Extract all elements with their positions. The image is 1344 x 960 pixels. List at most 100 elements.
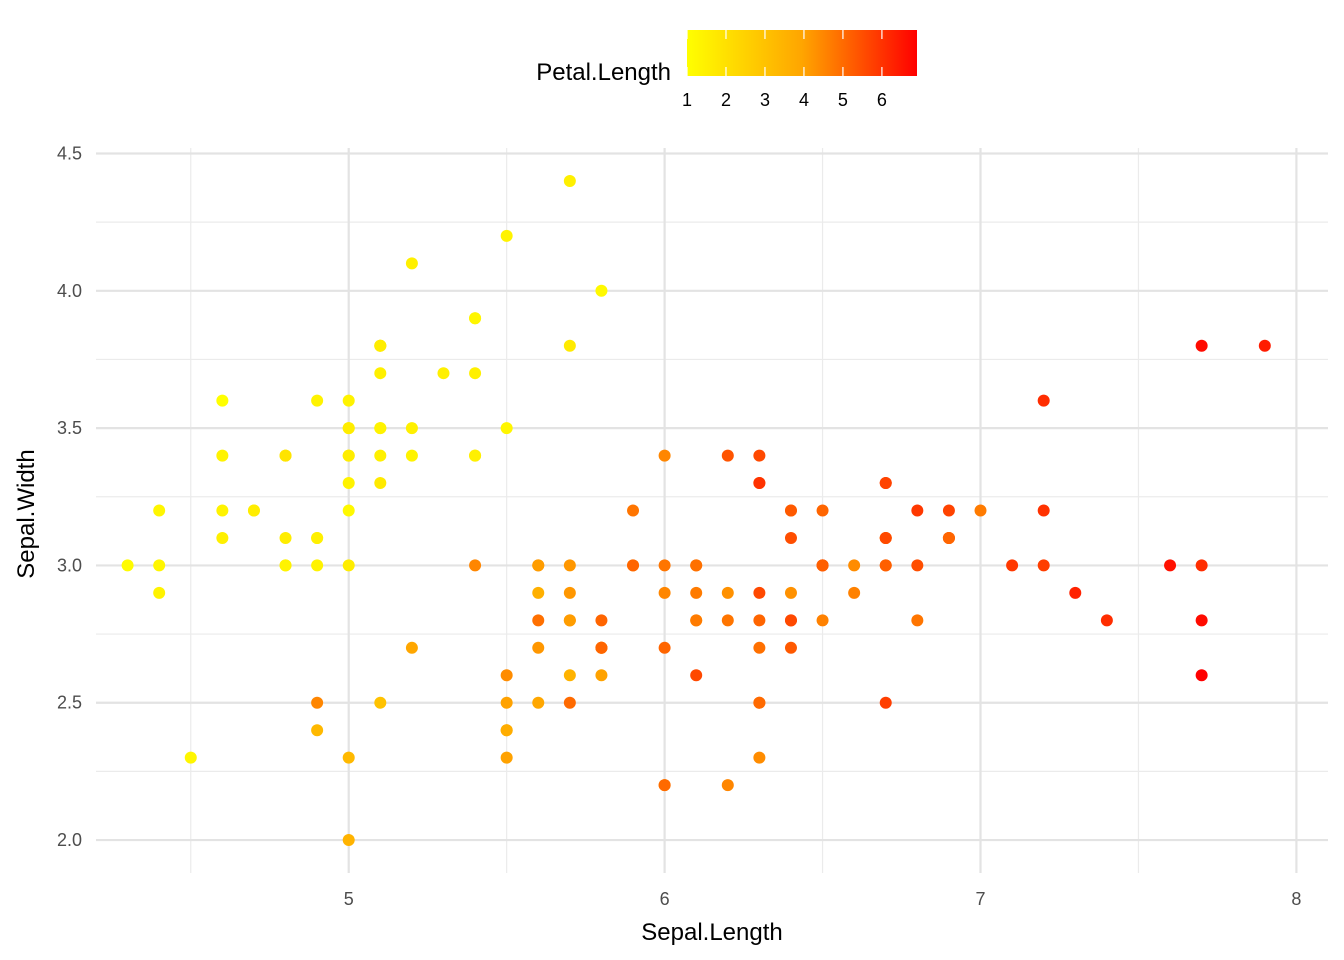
data-point <box>753 751 766 764</box>
y-tick-label: 2.5 <box>57 693 82 713</box>
data-point <box>1006 559 1019 572</box>
color-legend: Petal.Length 1 2 3 4 5 6 <box>536 30 917 110</box>
data-point <box>184 751 197 764</box>
data-point <box>721 449 734 462</box>
data-point <box>784 531 797 544</box>
legend-colorbar <box>687 30 917 76</box>
data-point <box>911 614 924 627</box>
y-tick-label: 4.0 <box>57 281 82 301</box>
data-point <box>342 504 355 517</box>
data-point <box>1164 559 1177 572</box>
data-point <box>153 559 166 572</box>
x-tick-label: 6 <box>660 889 670 909</box>
data-point <box>627 504 640 517</box>
data-point <box>469 312 482 325</box>
data-point <box>247 504 260 517</box>
legend-title: Petal.Length <box>536 59 671 86</box>
data-point <box>374 422 387 435</box>
data-point <box>374 449 387 462</box>
data-point <box>121 559 134 572</box>
data-point <box>563 559 576 572</box>
data-point <box>753 614 766 627</box>
data-point <box>500 669 513 682</box>
data-point <box>216 449 229 462</box>
y-tick-label: 4.5 <box>57 143 82 163</box>
data-point <box>405 449 418 462</box>
data-point <box>1037 504 1050 517</box>
data-point <box>216 504 229 517</box>
data-point <box>1195 669 1208 682</box>
y-tick-label: 3.5 <box>57 418 82 438</box>
data-point <box>1195 559 1208 572</box>
data-point <box>1037 559 1050 572</box>
data-point <box>311 724 324 737</box>
data-point <box>532 559 545 572</box>
data-point <box>469 367 482 380</box>
data-point <box>690 559 703 572</box>
data-point <box>532 641 545 654</box>
data-point <box>153 504 166 517</box>
data-point <box>500 229 513 242</box>
data-point <box>658 586 671 599</box>
data-point <box>342 834 355 847</box>
data-point <box>721 586 734 599</box>
data-point <box>405 641 418 654</box>
data-point <box>879 696 892 709</box>
data-point <box>216 394 229 407</box>
data-point <box>848 559 861 572</box>
data-point <box>658 779 671 792</box>
data-point <box>500 751 513 764</box>
data-point <box>342 751 355 764</box>
data-point <box>942 504 955 517</box>
data-point <box>753 477 766 490</box>
data-point <box>1195 339 1208 352</box>
data-point <box>279 449 292 462</box>
data-point <box>753 641 766 654</box>
data-point <box>911 504 924 517</box>
data-point <box>1037 394 1050 407</box>
data-point <box>721 614 734 627</box>
legend-tick-label: 1 <box>682 90 692 110</box>
data-point <box>658 449 671 462</box>
data-point <box>500 422 513 435</box>
data-point <box>595 641 608 654</box>
data-point <box>816 614 829 627</box>
x-tick-label: 8 <box>1291 889 1301 909</box>
data-point <box>816 559 829 572</box>
data-point <box>563 339 576 352</box>
data-point <box>563 174 576 187</box>
data-point <box>753 696 766 709</box>
data-point <box>595 614 608 627</box>
data-point <box>563 586 576 599</box>
data-point <box>848 586 861 599</box>
legend-tick-label: 2 <box>721 90 731 110</box>
data-point <box>1069 586 1082 599</box>
data-point <box>690 586 703 599</box>
data-point <box>690 669 703 682</box>
data-point <box>563 614 576 627</box>
data-point <box>342 449 355 462</box>
x-axis-title: Sepal.Length <box>641 919 782 946</box>
y-axis-title: Sepal.Width <box>13 449 40 578</box>
legend-tick-label: 5 <box>838 90 848 110</box>
data-point <box>532 614 545 627</box>
data-point <box>784 641 797 654</box>
data-point <box>879 559 892 572</box>
data-point <box>532 586 545 599</box>
data-point <box>911 559 924 572</box>
y-tick-label: 3.0 <box>57 555 82 575</box>
data-point <box>374 477 387 490</box>
data-point <box>658 559 671 572</box>
data-point <box>311 531 324 544</box>
legend-tick-label: 4 <box>799 90 809 110</box>
data-point <box>469 449 482 462</box>
data-point <box>563 696 576 709</box>
data-point <box>279 559 292 572</box>
data-point <box>753 449 766 462</box>
data-point <box>784 614 797 627</box>
data-point <box>311 394 324 407</box>
data-point <box>374 367 387 380</box>
y-tick-label: 2.0 <box>57 830 82 850</box>
data-point <box>374 696 387 709</box>
